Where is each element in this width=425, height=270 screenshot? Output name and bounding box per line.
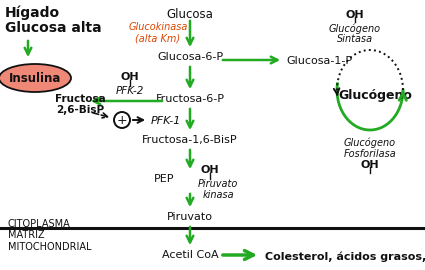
Text: Glucosa-1-P: Glucosa-1-P bbox=[286, 56, 352, 66]
Text: OH: OH bbox=[201, 165, 219, 175]
Text: Piruvato: Piruvato bbox=[167, 212, 213, 222]
Text: Insulina: Insulina bbox=[9, 72, 61, 85]
Text: Acetil CoA: Acetil CoA bbox=[162, 250, 218, 260]
Text: Glucosa-6-P: Glucosa-6-P bbox=[157, 52, 223, 62]
Text: Glucosa: Glucosa bbox=[167, 8, 213, 21]
Text: Piruvato
kinasa: Piruvato kinasa bbox=[198, 179, 238, 200]
Text: PFK-1: PFK-1 bbox=[151, 116, 181, 126]
Text: Glucógeno
Fosforilasa: Glucógeno Fosforilasa bbox=[344, 138, 397, 159]
Text: MATRIZ
MITOCHONDRIAL: MATRIZ MITOCHONDRIAL bbox=[8, 230, 91, 252]
Text: Fructosa
2,6-BisP: Fructosa 2,6-BisP bbox=[55, 94, 105, 115]
Text: Glucógeno
Sintasa: Glucógeno Sintasa bbox=[329, 23, 381, 44]
Text: PEP: PEP bbox=[153, 174, 174, 184]
Text: Colesterol, ácidos grasos, etc.: Colesterol, ácidos grasos, etc. bbox=[265, 251, 425, 262]
Text: OH: OH bbox=[361, 160, 379, 170]
Text: CITOPLASMA: CITOPLASMA bbox=[8, 219, 71, 229]
Text: Fructosa-1,6-BisP: Fructosa-1,6-BisP bbox=[142, 135, 238, 145]
Text: Hígado
Glucosa alta: Hígado Glucosa alta bbox=[5, 5, 102, 35]
Text: PFK-2: PFK-2 bbox=[116, 86, 144, 96]
Text: Fructosa-6-P: Fructosa-6-P bbox=[156, 94, 224, 104]
Text: OH: OH bbox=[121, 72, 139, 82]
Text: +: + bbox=[117, 113, 128, 127]
Text: Glucokinasa
(alta Km): Glucokinasa (alta Km) bbox=[128, 22, 188, 43]
Ellipse shape bbox=[0, 64, 71, 92]
Text: OH: OH bbox=[346, 10, 364, 20]
Text: Glucógeno: Glucógeno bbox=[338, 89, 412, 102]
